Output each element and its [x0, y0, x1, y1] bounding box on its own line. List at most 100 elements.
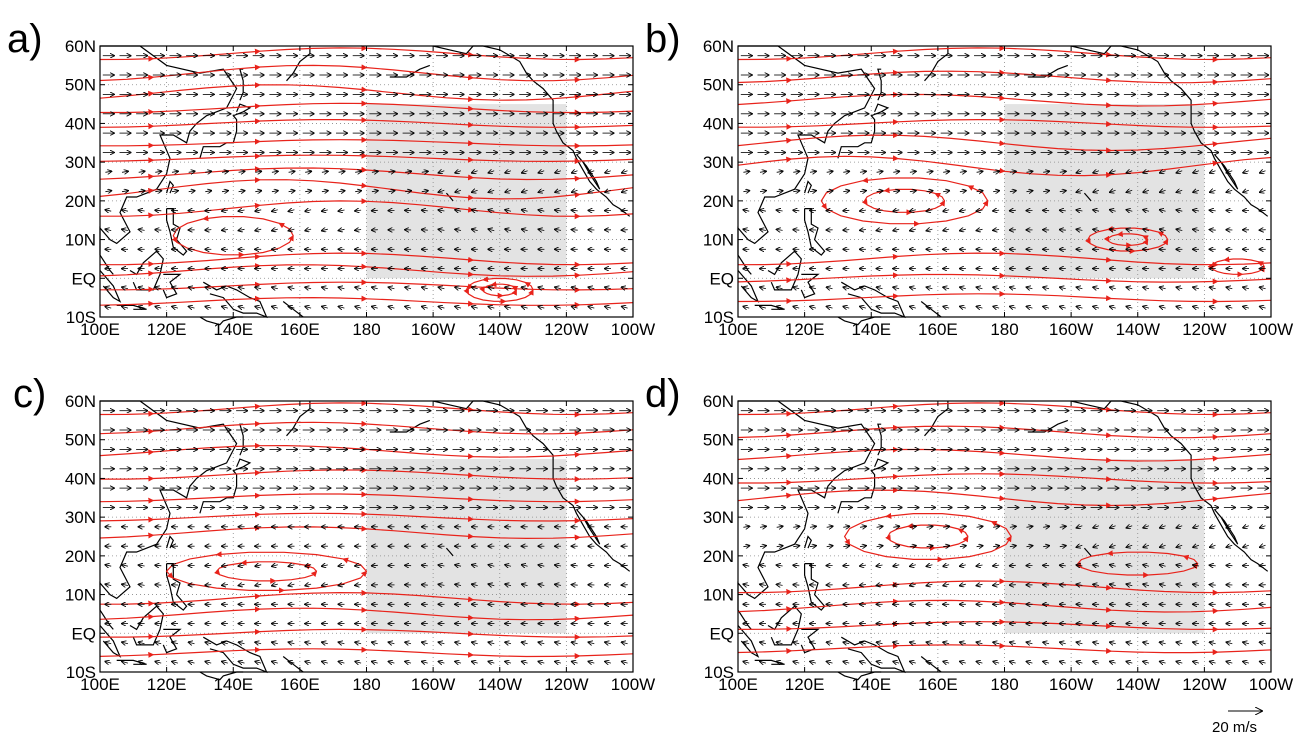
wind-vector	[389, 287, 395, 289]
wind-vector	[272, 307, 278, 309]
coastline-hawaii	[1083, 547, 1092, 557]
coastline-sulawesi	[800, 628, 820, 654]
wind-vector	[1177, 171, 1183, 173]
wind-vector	[472, 662, 478, 664]
wind-vector	[189, 642, 195, 644]
wind-vector	[555, 171, 562, 173]
wind-vector	[776, 191, 783, 192]
wind-vector	[155, 565, 162, 566]
wind-vector	[439, 190, 445, 192]
wind-vector	[455, 307, 462, 309]
coastline-kamchatka	[286, 401, 311, 437]
wind-vector	[1260, 307, 1266, 309]
wind-vector	[1227, 307, 1233, 309]
wind-vector	[1243, 287, 1250, 289]
wind-vector	[122, 662, 129, 664]
wind-vector	[960, 210, 966, 211]
wind-vector	[1260, 171, 1266, 173]
lat-label: 50N	[703, 431, 734, 450]
wind-vector	[860, 230, 866, 231]
wind-vector	[1143, 287, 1150, 289]
wind-vector	[489, 307, 495, 309]
wind-vector	[1143, 210, 1150, 212]
wind-vector	[189, 662, 195, 664]
wind-vector	[1177, 210, 1183, 211]
wind-vector	[355, 230, 362, 231]
wind-vector	[239, 229, 245, 230]
wind-vector	[455, 210, 462, 211]
wind-vector	[893, 191, 899, 192]
wind-vector	[959, 171, 966, 172]
wind-vector	[959, 526, 966, 527]
wind-vector	[977, 229, 983, 230]
wind-vector	[1077, 190, 1083, 192]
wind-vector	[222, 307, 228, 309]
wind-vector	[522, 565, 528, 567]
wind-vectors	[740, 411, 1268, 663]
wind-vector	[605, 171, 611, 173]
wind-vector	[1110, 210, 1116, 212]
grid-lines	[738, 401, 1271, 672]
wind-vector	[1093, 229, 1100, 230]
wind-vector	[909, 171, 916, 172]
wind-vector	[1260, 210, 1266, 211]
lon-label: 180	[352, 675, 380, 694]
wind-vector	[305, 191, 311, 192]
wind-vector	[522, 210, 528, 212]
wind-vector	[826, 191, 833, 192]
wind-vector	[139, 287, 145, 289]
wind-vector	[422, 585, 428, 586]
wind-vector	[305, 584, 312, 586]
wind-vector	[572, 230, 578, 231]
wind-vector	[255, 584, 262, 585]
wind-vector	[405, 191, 411, 192]
wind-vector	[859, 191, 866, 192]
wind-vector	[105, 287, 112, 289]
lat-label: 10N	[65, 586, 96, 605]
wind-vector	[439, 642, 445, 644]
wind-vector	[1260, 190, 1266, 192]
wind-vector	[355, 642, 362, 644]
wind-vector	[321, 191, 328, 192]
wind-vector	[171, 191, 178, 192]
wind-vector	[793, 230, 800, 231]
wind-vector	[605, 287, 612, 289]
wind-vector	[943, 287, 950, 289]
wind-vector	[439, 287, 445, 289]
reference-vector: 20 m/s	[1212, 711, 1262, 736]
lat-label: 60N	[703, 392, 734, 411]
wind-vector	[505, 287, 512, 289]
coastline-asia	[99, 400, 238, 630]
lat-label: 20N	[703, 547, 734, 566]
wind-vector	[877, 210, 883, 211]
wind-vector	[271, 171, 278, 172]
streamline	[820, 177, 989, 225]
wind-vector	[622, 287, 628, 289]
wind-vector	[1227, 171, 1233, 173]
wind-vector	[505, 307, 512, 309]
wind-vector	[322, 565, 328, 566]
lat-label: 10S	[704, 308, 734, 327]
wind-vector	[339, 565, 345, 566]
wind-vector	[777, 307, 783, 309]
wind-vector	[405, 307, 412, 309]
wind-vector	[322, 584, 328, 585]
wind-vector	[1177, 307, 1183, 309]
wind-vector	[139, 642, 145, 644]
wind-vector	[105, 662, 112, 664]
wind-vector	[1143, 229, 1150, 231]
wind-vector	[422, 565, 428, 566]
wind-vector	[743, 307, 750, 309]
lat-label: 30N	[65, 153, 96, 172]
lon-label: 120E	[785, 320, 825, 339]
wind-vector	[1210, 190, 1216, 192]
wind-vector	[893, 229, 900, 230]
wind-vector	[305, 642, 312, 644]
wind-vector	[472, 190, 478, 192]
wind-vector	[389, 662, 395, 664]
lat-label: 20N	[703, 192, 734, 211]
